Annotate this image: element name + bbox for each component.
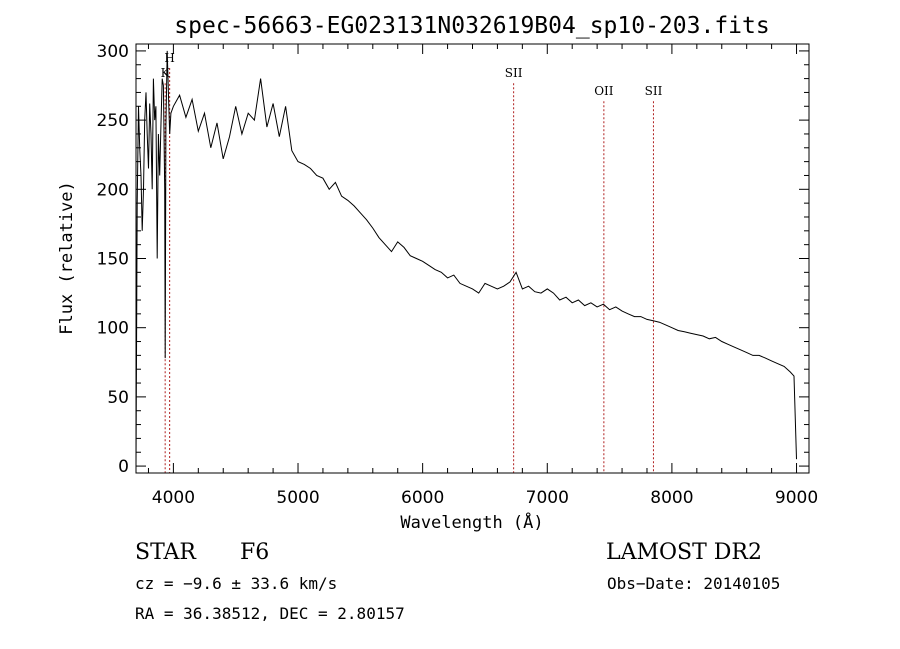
spectral-subclass: F6 [240,540,270,565]
y-tick-label: 250 [97,111,129,131]
plot-frame [135,43,810,474]
spectral-line-label: OII [594,84,614,98]
coordinates: RA = 36.38512, DEC = 2.80157 [135,604,405,623]
y-axis-label: Flux (relative) [57,181,77,335]
observation-date: Obs−Date: 20140105 [607,574,781,593]
spectral-class: STAR [135,540,196,565]
x-tick-label: 6000 [401,488,444,508]
x-tick-label: 9000 [775,488,818,508]
y-tick-label: 50 [107,388,129,408]
y-tick-label: 0 [118,457,129,477]
x-tick-label: 5000 [276,488,319,508]
axis-ticks: 4000 5000 6000 7000 8000 9000 0 50 100 150 200 250 3… [97,42,819,508]
x-tick-label: 8000 [650,488,693,508]
y-tick-label: 300 [97,42,129,62]
survey-name: LAMOST DR2 [606,540,762,565]
spectral-line-markers: HK SII OII SII [161,51,663,473]
chart-title: spec-56663-EG023131N032619B04_sp10-203.f… [174,13,769,39]
spectral-line-label: H [164,51,174,65]
spectral-line-label: K [161,66,171,80]
spectrum-series-line [135,50,797,467]
spectral-line-label: SII [505,66,523,80]
x-axis-label: Wavelength (Å) [400,511,543,533]
y-tick-label: 150 [97,250,129,270]
y-tick-label: 200 [97,180,129,200]
x-tick-label: 7000 [526,488,569,508]
spectral-line-label: SII [645,84,663,98]
redshift-cz: cz = −9.6 ± 33.6 km/s [135,574,338,593]
y-tick-label: 100 [97,319,129,339]
x-tick-label: 4000 [152,488,195,508]
